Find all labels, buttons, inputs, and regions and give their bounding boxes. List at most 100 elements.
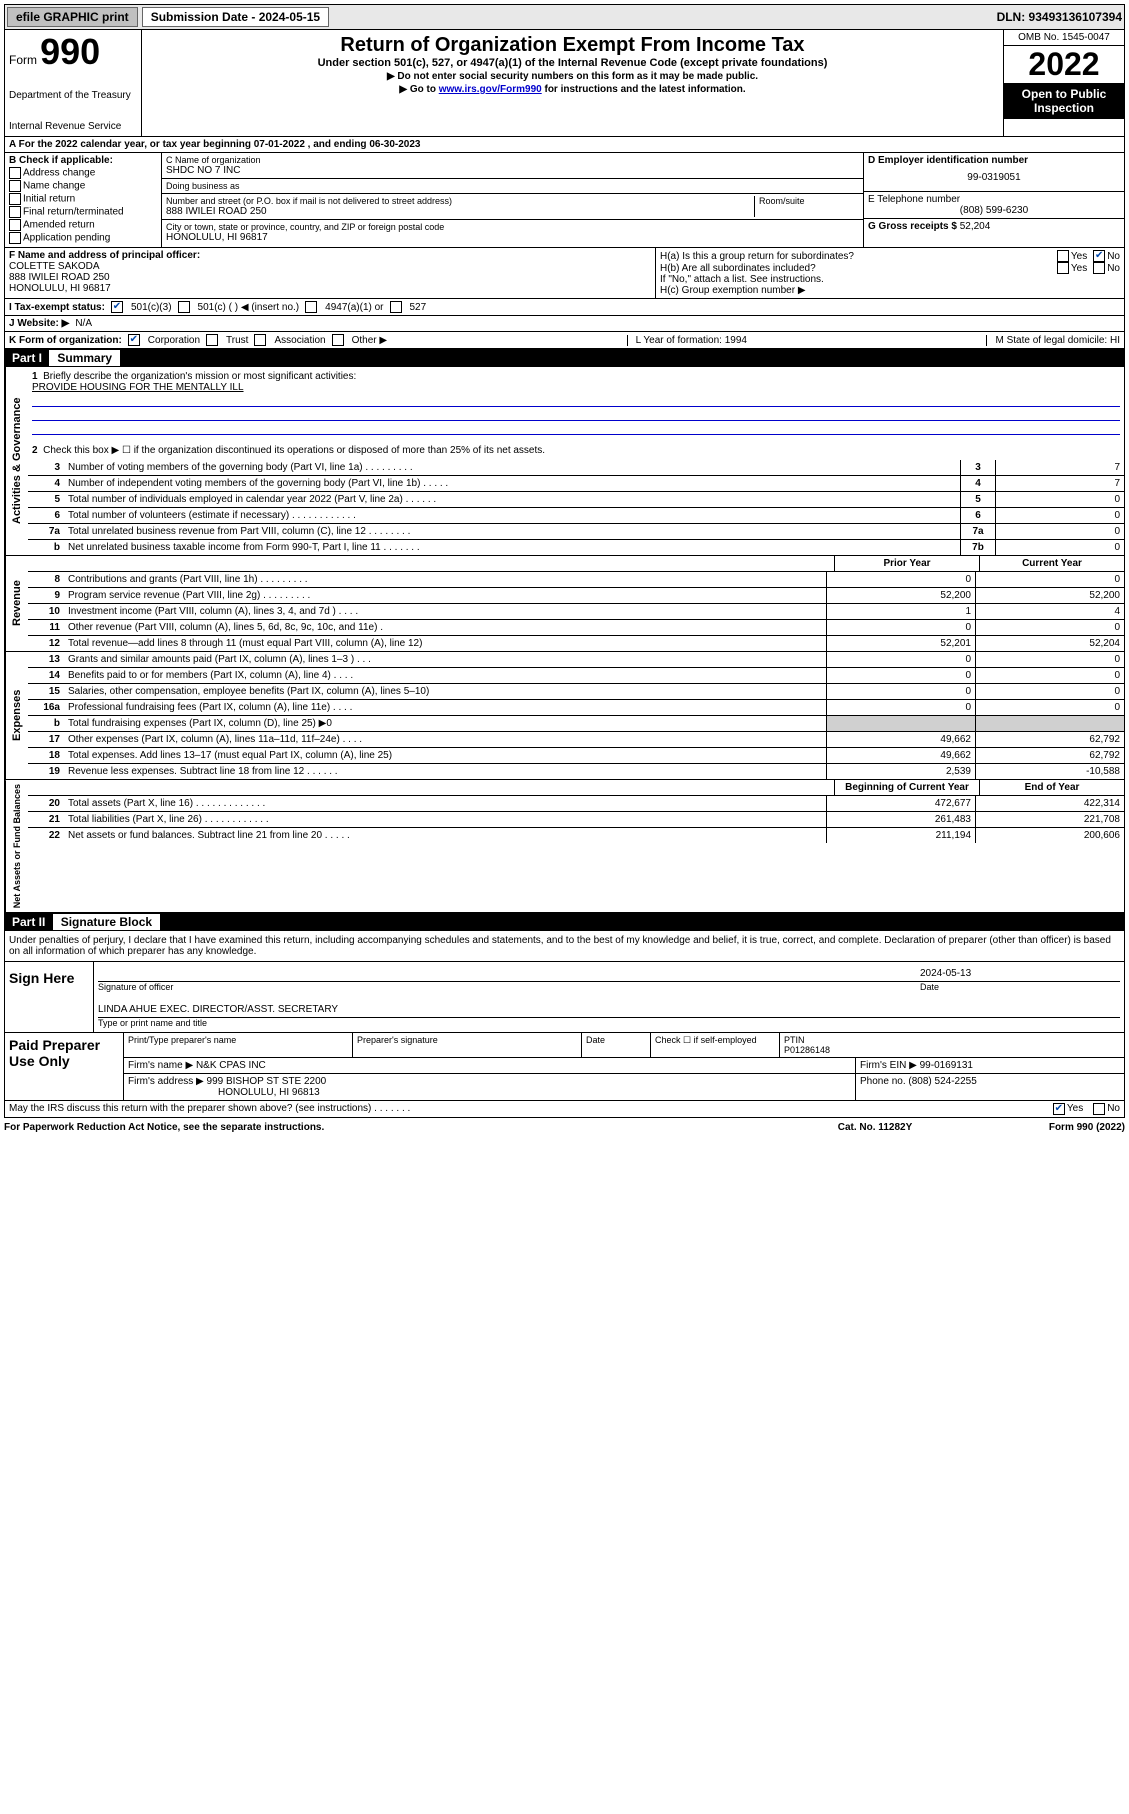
line-desc: Number of independent voting members of … — [64, 476, 960, 491]
cb-4947[interactable] — [305, 301, 317, 313]
exp-row: 17 Other expenses (Part IX, column (A), … — [28, 732, 1124, 748]
cb-other[interactable] — [332, 334, 344, 346]
form-header: Form 990 Department of the Treasury Inte… — [4, 30, 1125, 137]
prior-val: 0 — [826, 668, 975, 683]
officer-addr1: 888 IWILEI ROAD 250 — [9, 272, 651, 283]
ha: H(a) Is this a group return for subordin… — [660, 251, 1057, 262]
ha-yes-cb[interactable] — [1057, 250, 1069, 262]
prior-val — [826, 716, 975, 731]
box-deg: D Employer identification number 99-0319… — [864, 153, 1124, 247]
gross-label: G Gross receipts $ — [868, 221, 957, 232]
exp-row: b Total fundraising expenses (Part IX, c… — [28, 716, 1124, 732]
phone-label: Phone no. — [860, 1076, 906, 1087]
status-label: I Tax-exempt status: — [9, 302, 105, 313]
line-desc: Net unrelated business taxable income fr… — [64, 540, 960, 555]
discuss-no-cb[interactable] — [1093, 1103, 1105, 1115]
end-val: 221,708 — [975, 812, 1124, 827]
form-header-center: Return of Organization Exempt From Incom… — [142, 30, 1003, 136]
line-box: 7a — [960, 524, 995, 539]
yes-label: Yes — [1071, 251, 1087, 262]
name-label: C Name of organization — [166, 155, 859, 165]
prior-val: 0 — [826, 620, 975, 635]
hb-yes-cb[interactable] — [1057, 262, 1069, 274]
line-desc: Investment income (Part VIII, column (A)… — [64, 604, 826, 619]
line-num: 7a — [28, 524, 64, 539]
cb-address-change[interactable]: Address change — [9, 167, 157, 179]
yes-label: Yes — [1067, 1103, 1083, 1115]
name-line: LINDA AHUE EXEC. DIRECTOR/ASST. SECRETAR… — [98, 1002, 1120, 1018]
firm-name: N&K CPAS INC — [196, 1060, 266, 1071]
net-header: Beginning of Current Year End of Year — [28, 780, 1124, 796]
hb-no-cb[interactable] — [1093, 262, 1105, 274]
line-val: 0 — [995, 540, 1124, 555]
current-val: 4 — [975, 604, 1124, 619]
hc: H(c) Group exemption number ▶ — [660, 285, 1120, 296]
paid-row-header: Print/Type preparer's name Preparer's si… — [124, 1033, 1124, 1058]
ha-no-cb[interactable] — [1093, 250, 1105, 262]
paid-row-addr: Firm's address ▶ 999 BISHOP ST STE 2200 … — [124, 1074, 1124, 1100]
current-val — [975, 716, 1124, 731]
end-val: 200,606 — [975, 828, 1124, 843]
no-label: No — [1107, 251, 1120, 262]
discuss-yes-cb[interactable] — [1053, 1103, 1065, 1115]
current-val: 52,200 — [975, 588, 1124, 603]
firm-label: Firm's name ▶ — [128, 1060, 193, 1071]
may-discuss: May the IRS discuss this return with the… — [9, 1103, 1053, 1115]
sig-line: 2024-05-13 — [98, 966, 1120, 982]
firm-addr1: 999 BISHOP ST STE 2200 — [207, 1076, 327, 1087]
line-num: 13 — [28, 652, 64, 667]
cb-label: Final return/terminated — [23, 207, 124, 218]
current-val: -10,588 — [975, 764, 1124, 779]
exp-row: 16a Professional fundraising fees (Part … — [28, 700, 1124, 716]
cb-initial-return[interactable]: Initial return — [9, 193, 157, 205]
k-row: K Form of organization: Corporation Trus… — [4, 332, 1125, 349]
line-num: 20 — [28, 796, 64, 811]
line-val: 7 — [995, 460, 1124, 475]
opt-501c3: 501(c)(3) — [131, 302, 172, 313]
gov-row: 4 Number of independent voting members o… — [28, 476, 1124, 492]
current-val: 0 — [975, 652, 1124, 667]
m-state: M State of legal domicile: HI — [986, 335, 1120, 346]
cb-name-change[interactable]: Name change — [9, 180, 157, 192]
h5: PTIN — [784, 1035, 1120, 1045]
cb-527[interactable] — [390, 301, 402, 313]
form-title: Return of Organization Exempt From Incom… — [146, 34, 999, 57]
ein-label: D Employer identification number — [868, 155, 1120, 166]
gov-row: 5 Total number of individuals employed i… — [28, 492, 1124, 508]
governance-content: 1 Briefly describe the organization's mi… — [28, 367, 1124, 555]
l2-label: Check this box ▶ ☐ if the organization d… — [43, 445, 545, 456]
phone-label: E Telephone number — [868, 194, 1120, 205]
cb-corp[interactable] — [128, 334, 140, 346]
rev-row: 8 Contributions and grants (Part VIII, l… — [28, 572, 1124, 588]
cb-501c3[interactable] — [111, 301, 123, 313]
cb-assoc[interactable] — [254, 334, 266, 346]
line-num: b — [28, 716, 64, 731]
cb-label: Name change — [23, 181, 85, 192]
cb-trust[interactable] — [206, 334, 218, 346]
gov-row: b Net unrelated business taxable income … — [28, 540, 1124, 555]
ein: 99-0319051 — [868, 166, 1120, 189]
line-desc: Salaries, other compensation, employee b… — [64, 684, 826, 699]
line-desc: Grants and similar amounts paid (Part IX… — [64, 652, 826, 667]
open-to-public: Open to Public Inspection — [1004, 83, 1124, 119]
end-val: 422,314 — [975, 796, 1124, 811]
prior-val: 52,200 — [826, 588, 975, 603]
efile-label[interactable]: efile GRAPHIC print — [7, 7, 138, 27]
cb-amended-return[interactable]: Amended return — [9, 219, 157, 231]
mission-wrap: 1 Briefly describe the organization's mi… — [28, 367, 1124, 460]
line-desc: Contributions and grants (Part VIII, lin… — [64, 572, 826, 587]
line-num: 18 — [28, 748, 64, 763]
line-num: 4 — [28, 476, 64, 491]
yes-label: Yes — [1071, 263, 1087, 274]
cat-no: Cat. No. 11282Y — [775, 1122, 975, 1133]
cb-501c[interactable] — [178, 301, 190, 313]
mission-text: PROVIDE HOUSING FOR THE MENTALLY ILL — [32, 382, 1120, 393]
part2-label: Part II — [12, 915, 45, 929]
irs-link[interactable]: www.irs.gov/Form990 — [439, 84, 542, 95]
cb-final-return[interactable]: Final return/terminated — [9, 206, 157, 218]
line-box: 7b — [960, 540, 995, 555]
cb-application-pending[interactable]: Application pending — [9, 232, 157, 244]
vtab-expenses: Expenses — [5, 652, 28, 779]
expenses-content: 13 Grants and similar amounts paid (Part… — [28, 652, 1124, 779]
section-fh: F Name and address of principal officer:… — [4, 248, 1125, 299]
